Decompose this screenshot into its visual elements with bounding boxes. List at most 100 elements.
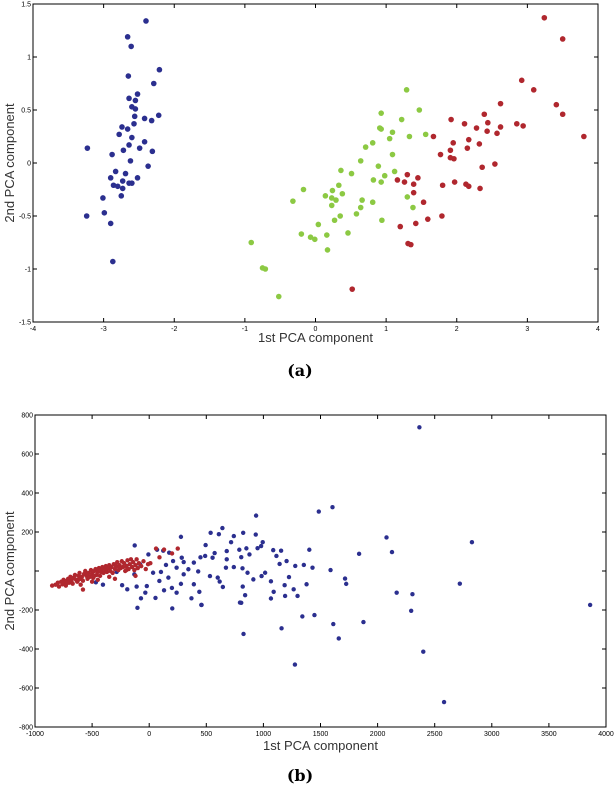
data-point-blue	[107, 175, 114, 181]
data-point-blue	[292, 662, 298, 667]
data-point-blue	[240, 584, 245, 589]
data-point-blue	[119, 583, 125, 588]
data-point-blue	[216, 531, 222, 537]
x-tick-label: 3500	[541, 731, 557, 738]
data-point-red	[143, 566, 148, 572]
data-point-blue	[170, 558, 176, 564]
data-point-blue	[125, 73, 132, 79]
data-point-green	[275, 293, 282, 300]
data-point-blue	[143, 590, 148, 595]
data-point-red	[450, 140, 457, 146]
data-point-red	[99, 569, 104, 575]
data-point-blue	[101, 210, 108, 216]
data-point-red	[520, 123, 526, 129]
data-point-red	[85, 571, 90, 577]
x-tick-label: 500	[200, 731, 212, 738]
data-point-green	[398, 116, 405, 123]
data-point-blue	[199, 602, 204, 608]
data-point-blue	[134, 584, 139, 589]
x-tick-label: -1	[242, 326, 248, 333]
data-point-blue	[181, 572, 186, 577]
data-point-green	[331, 217, 338, 224]
data-point-blue	[255, 545, 260, 551]
data-point-blue	[174, 565, 179, 570]
y-tick-label: 800	[21, 413, 33, 420]
data-point-blue	[197, 589, 202, 595]
data-point-blue	[118, 193, 125, 199]
data-point-green	[378, 179, 384, 185]
data-point-red	[120, 564, 126, 570]
data-point-red	[581, 133, 587, 140]
data-point-red	[89, 579, 95, 584]
data-point-red	[135, 565, 140, 571]
data-point-blue	[144, 583, 150, 589]
x-tick-label: 1500	[313, 731, 329, 738]
data-point-blue	[132, 543, 137, 548]
x-tick-label: -500	[85, 731, 99, 738]
data-point-blue	[307, 547, 312, 552]
y-tick-label: -200	[19, 608, 33, 615]
data-point-green	[406, 133, 413, 140]
data-point-blue	[189, 596, 194, 601]
data-point-blue	[132, 106, 139, 112]
data-point-blue	[220, 525, 225, 531]
y-axis-label: 2nd PCA component	[2, 103, 17, 223]
data-point-blue	[107, 220, 114, 227]
data-point-blue	[119, 185, 126, 192]
data-point-red	[451, 179, 458, 185]
data-point-red	[78, 582, 83, 587]
data-point-blue	[361, 619, 366, 625]
data-point-green	[345, 230, 351, 236]
data-point-red	[49, 583, 55, 588]
data-point-blue	[112, 168, 119, 175]
y-tick-label: -1.5	[19, 320, 31, 327]
data-point-red	[70, 581, 75, 586]
data-point-blue	[198, 555, 203, 560]
data-point-red	[530, 87, 537, 93]
data-point-red	[408, 241, 414, 248]
data-point-blue	[228, 539, 234, 545]
data-point-red	[103, 568, 109, 574]
data-point-blue	[83, 213, 90, 219]
data-point-red	[76, 577, 81, 582]
y-tick-label: 200	[21, 530, 33, 537]
data-point-red	[412, 220, 419, 227]
data-point-blue	[286, 574, 292, 580]
data-point-blue	[441, 699, 447, 705]
data-point-green	[404, 194, 411, 200]
data-point-blue	[268, 579, 274, 584]
data-point-blue	[141, 115, 148, 122]
data-point-green	[337, 213, 344, 219]
y-tick-label: -1	[25, 267, 31, 274]
data-point-green	[416, 107, 423, 113]
data-point-green	[248, 239, 255, 246]
data-point-red	[80, 587, 86, 592]
data-point-red	[95, 577, 101, 582]
x-tick-label: -1000	[26, 731, 44, 738]
plot-frame	[34, 414, 607, 728]
data-point-blue	[259, 573, 264, 579]
data-point-red	[124, 567, 129, 573]
data-point-red	[175, 546, 180, 551]
x-tick-label: -3	[101, 326, 107, 333]
y-tick-label: -800	[19, 725, 33, 732]
data-point-blue	[304, 582, 309, 587]
data-point-blue	[245, 570, 250, 575]
data-point-blue	[110, 182, 117, 189]
data-point-blue	[208, 530, 213, 535]
data-point-red	[420, 199, 427, 206]
data-point-red	[559, 111, 566, 118]
data-point-red	[513, 120, 520, 127]
data-point-blue	[119, 178, 126, 184]
data-point-blue	[203, 542, 208, 548]
data-point-blue	[271, 589, 276, 595]
data-point-red	[485, 119, 491, 126]
x-tick-label: -4	[30, 326, 36, 333]
data-point-blue	[145, 163, 151, 169]
data-point-blue	[262, 570, 268, 575]
data-point-red	[134, 557, 139, 562]
data-point-blue	[389, 549, 395, 555]
chart-b-scatter: -1000 -500 0 500 1000 1500 2000 2500 3000 3500 400…	[2, 413, 614, 786]
data-point-green	[324, 247, 331, 253]
chart-a-scatter: -4 -3 -2 -1 0 1 2 3 4 -1.5 -1 -0.5 0 0.5 1 1.5 1st PCA c…	[2, 2, 600, 381]
